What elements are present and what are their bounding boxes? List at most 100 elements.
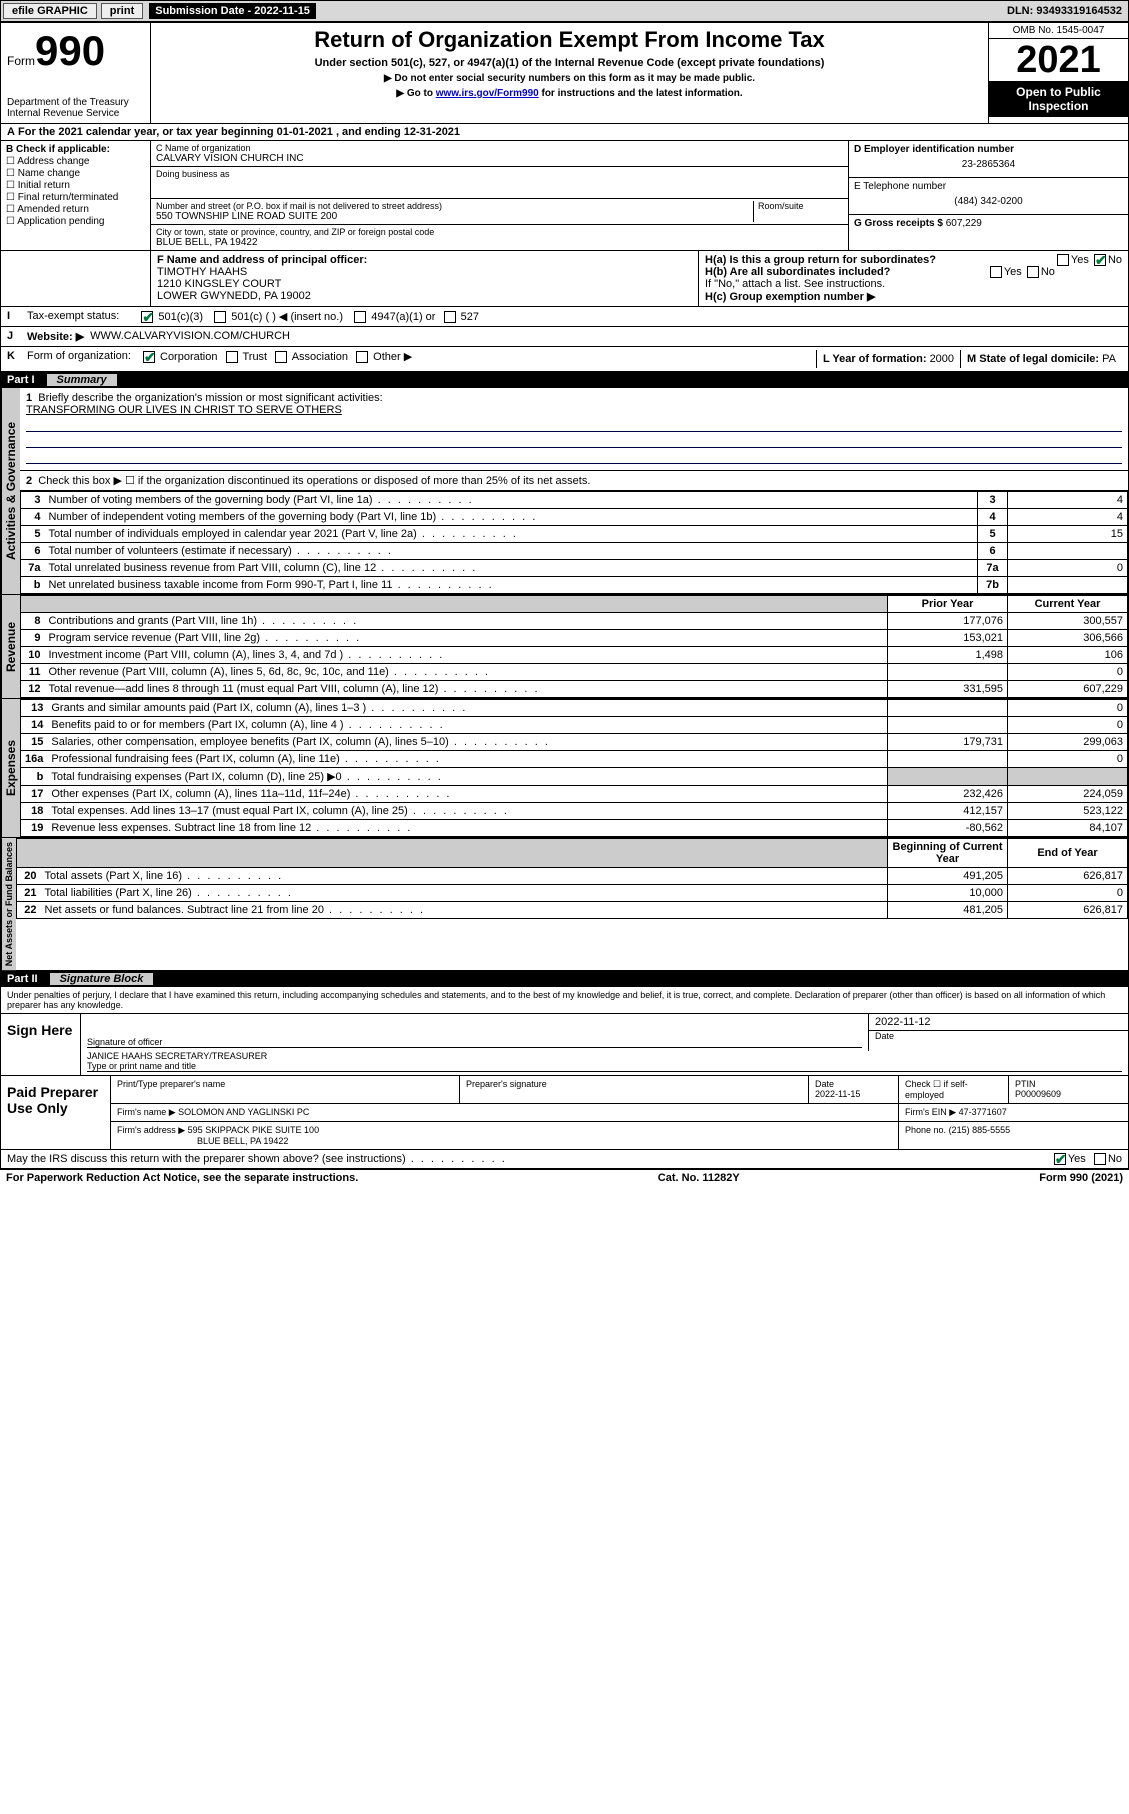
sig-date-val: 2022-11-12 <box>869 1014 1128 1030</box>
chk-final-return[interactable]: ☐ Final return/terminated <box>6 192 145 203</box>
footer-mid: Cat. No. 11282Y <box>658 1172 740 1184</box>
ha-no-lbl: No <box>1108 254 1122 266</box>
print-button[interactable]: print <box>101 3 143 19</box>
section-a-prefix: A <box>7 126 15 138</box>
h-a-row: H(a) Is this a group return for subordin… <box>705 254 1122 266</box>
dept-label: Department of the Treasury <box>7 97 144 108</box>
chk-501c3[interactable] <box>141 311 153 323</box>
footer-left: For Paperwork Reduction Act Notice, see … <box>6 1172 358 1184</box>
m-value: PA <box>1102 353 1116 365</box>
i-label: Tax-exempt status: <box>27 310 119 323</box>
paid-preparer-label: Paid Preparer Use Only <box>1 1076 111 1149</box>
table-row: 3Number of voting members of the governi… <box>21 492 1128 509</box>
chk-amended-return[interactable]: ☐ Amended return <box>6 204 145 215</box>
form-number: Form990 <box>7 27 144 75</box>
block-b: B Check if applicable: ☐ Address change … <box>1 141 151 250</box>
ha-yes-checkbox[interactable] <box>1057 254 1069 266</box>
phone-label: E Telephone number <box>854 181 1123 192</box>
chk-address-change[interactable]: ☐ Address change <box>6 156 145 167</box>
may-irs-yes-checkbox[interactable] <box>1054 1153 1066 1165</box>
revenue-section: Revenue Prior YearCurrent Year8Contribut… <box>1 595 1128 699</box>
table-row: 14Benefits paid to or for members (Part … <box>21 717 1128 734</box>
ptin-val: P00009609 <box>1015 1089 1061 1099</box>
chk-assoc[interactable] <box>275 351 287 363</box>
form-subtitle: Under section 501(c), 527, or 4947(a)(1)… <box>159 57 980 69</box>
omb-number: OMB No. 1545-0047 <box>989 23 1128 39</box>
chk-501c[interactable] <box>214 311 226 323</box>
sig-date-lbl: Date <box>869 1030 1128 1041</box>
firm-name-lbl: Firm's name ▶ <box>117 1107 176 1117</box>
chk-app-pending[interactable]: ☐ Application pending <box>6 216 145 227</box>
may-irs-text: May the IRS discuss this return with the… <box>7 1153 972 1165</box>
line2-text: Check this box ▶ ☐ if the organization d… <box>38 475 590 487</box>
ssn-note: ▶ Do not enter social security numbers o… <box>159 73 980 84</box>
opt-other: Other ▶ <box>373 351 412 363</box>
sign-here-row: Sign Here Signature of officer 2022-11-1… <box>1 1014 1128 1076</box>
table-row: 10Investment income (Part VIII, column (… <box>21 647 1128 664</box>
top-toolbar: efile GRAPHIC print Submission Date - 20… <box>0 0 1129 22</box>
ein-value: 23-2865364 <box>854 155 1123 174</box>
officer-name: TIMOTHY HAAHS <box>157 266 692 278</box>
block-f: F Name and address of principal officer:… <box>151 251 698 306</box>
firm-name-val: SOLOMON AND YAGLINSKI PC <box>178 1107 309 1117</box>
table-row: 17Other expenses (Part IX, column (A), l… <box>21 786 1128 803</box>
table-row: 19Revenue less expenses. Subtract line 1… <box>21 820 1128 837</box>
chk-other[interactable] <box>356 351 368 363</box>
ptin-cell: PTIN P00009609 <box>1008 1076 1128 1103</box>
sign-here-label: Sign Here <box>1 1014 81 1075</box>
identity-row: B Check if applicable: ☐ Address change … <box>1 141 1128 251</box>
l-value: 2000 <box>930 353 954 365</box>
officer-group-row: F Name and address of principal officer:… <box>1 251 1128 307</box>
mission-text: TRANSFORMING OUR LIVES IN CHRIST TO SERV… <box>26 404 342 416</box>
ha-no-checkbox[interactable] <box>1094 254 1106 266</box>
ein-label: D Employer identification number <box>854 144 1123 155</box>
may-irs-no-checkbox[interactable] <box>1094 1153 1106 1165</box>
form-title: Return of Organization Exempt From Incom… <box>159 27 980 53</box>
chk-name-change[interactable]: ☐ Name change <box>6 168 145 179</box>
room-label: Room/suite <box>758 201 843 211</box>
chk-corp[interactable] <box>143 351 155 363</box>
officer-addr1: 1210 KINGSLEY COURT <box>157 278 692 290</box>
irs-label: Internal Revenue Service <box>7 108 144 119</box>
org-name: CALVARY VISION CHURCH INC <box>156 153 843 164</box>
part1-num: Part I <box>7 374 47 386</box>
firm-name-cell: Firm's name ▶ SOLOMON AND YAGLINSKI PC <box>111 1104 898 1121</box>
part2-num: Part II <box>7 973 50 985</box>
efile-label: efile GRAPHIC <box>3 3 97 19</box>
prep-date-val: 2022-11-15 <box>815 1089 860 1099</box>
prep-check-cell: Check ☐ if self-employed <box>898 1076 1008 1103</box>
i-prefix: I <box>7 310 27 323</box>
opt-4947: 4947(a)(1) or <box>371 311 435 323</box>
table-row: 9Program service revenue (Part VIII, lin… <box>21 630 1128 647</box>
opt-corp: Corporation <box>160 351 217 363</box>
table-row: 18Total expenses. Add lines 13–17 (must … <box>21 803 1128 820</box>
sig-name-val: JANICE HAAHS SECRETARY/TREASURER <box>87 1051 267 1061</box>
prep-date-cell: Date 2022-11-15 <box>808 1076 898 1103</box>
revenue-table: Prior YearCurrent Year8Contributions and… <box>20 595 1128 698</box>
gross-label: G Gross receipts $ <box>854 218 943 229</box>
chk-527[interactable] <box>444 311 456 323</box>
dln-label: DLN: 93493319164532 <box>1007 5 1128 17</box>
chk-initial-return[interactable]: ☐ Initial return <box>6 180 145 191</box>
chk-4947[interactable] <box>354 311 366 323</box>
irs-link[interactable]: www.irs.gov/Form990 <box>436 88 539 99</box>
sig-name-lbl: Type or print name and title <box>87 1061 196 1071</box>
officer-label: F Name and address of principal officer: <box>157 254 692 266</box>
h-b-row: H(b) Are all subordinates included? Yes … <box>705 266 1122 278</box>
paid-preparer-row: Paid Preparer Use Only Print/Type prepar… <box>1 1076 1128 1150</box>
row-k: K Form of organization: Corporation Trus… <box>1 347 1128 372</box>
chk-lbl-3: Final return/terminated <box>18 192 119 203</box>
chk-trust[interactable] <box>226 351 238 363</box>
k-prefix: K <box>7 350 27 368</box>
table-row: 13Grants and similar amounts paid (Part … <box>21 700 1128 717</box>
table-row: 4Number of independent voting members of… <box>21 509 1128 526</box>
expenses-section: Expenses 13Grants and similar amounts pa… <box>1 699 1128 838</box>
block-d: D Employer identification number 23-2865… <box>848 141 1128 250</box>
hb-no-checkbox[interactable] <box>1027 266 1039 278</box>
prep-name-cell: Print/Type preparer's name <box>111 1076 459 1103</box>
table-row: 20Total assets (Part X, line 16)491,2056… <box>17 868 1128 885</box>
table-row: 8Contributions and grants (Part VIII, li… <box>21 613 1128 630</box>
expenses-vlabel: Expenses <box>1 699 20 837</box>
hb-yes-checkbox[interactable] <box>990 266 1002 278</box>
ha-yes-lbl: Yes <box>1071 254 1089 266</box>
